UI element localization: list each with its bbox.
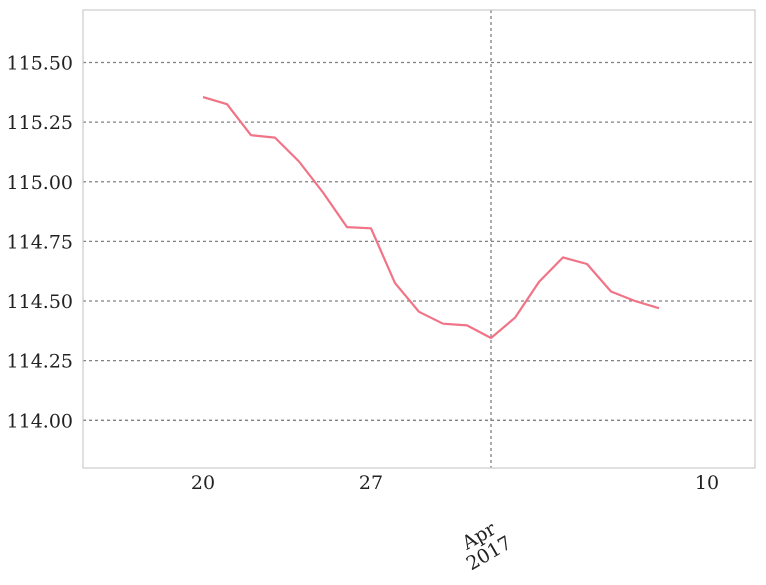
y-tick-label: 114.75 — [7, 231, 73, 253]
y-tick-label: 115.25 — [7, 112, 73, 134]
series-line-0 — [202, 96, 660, 340]
series-layer — [202, 96, 660, 340]
plot-frame — [82, 9, 756, 469]
y-axis: 114.00 114.25 114.50 114.75 115.00 115.25 115.… — [7, 52, 73, 432]
x-tick-label: 20 — [191, 472, 215, 494]
y-tick-label: 114.25 — [7, 351, 73, 373]
y-tick-label: 115.00 — [7, 172, 73, 194]
y-tick-label: 114.00 — [7, 410, 73, 432]
y-tick-label: 114.50 — [7, 291, 73, 313]
x-tick-label: 10 — [695, 472, 719, 494]
x-tick-label: 27 — [359, 472, 383, 494]
x-axis: 20 27 Apr2017 10 — [191, 472, 719, 575]
y-tick-label: 115.50 — [7, 52, 73, 74]
horizontal-gridlines — [83, 61, 755, 421]
x-tick-label-month: Apr2017 — [453, 515, 516, 576]
